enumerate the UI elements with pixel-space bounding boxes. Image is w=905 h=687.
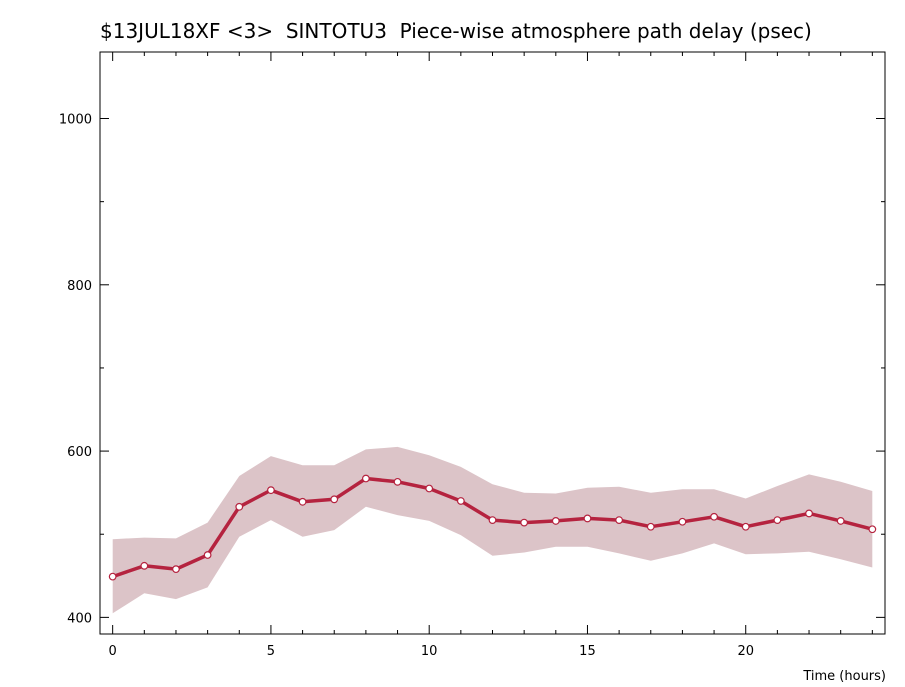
x-tick-label: 15	[579, 644, 596, 659]
data-point	[773, 516, 782, 524]
data-point-layer	[108, 474, 877, 581]
x-tick-label: 20	[737, 644, 754, 659]
data-point	[330, 495, 339, 504]
data-point	[298, 497, 307, 506]
data-point	[393, 477, 402, 486]
data-point	[361, 474, 370, 483]
data-point	[868, 525, 877, 534]
data-point	[646, 522, 655, 531]
data-point	[615, 516, 624, 524]
confidence-band-layer	[112, 446, 873, 614]
data-point	[520, 518, 529, 527]
x-axis-label: Time (hours)	[802, 669, 886, 684]
x-tick-label: 5	[267, 644, 275, 659]
y-tick-label: 800	[67, 279, 92, 294]
data-point	[267, 486, 275, 495]
y-tick-label: 1000	[59, 113, 92, 128]
data-point	[551, 517, 560, 525]
data-point	[172, 565, 180, 574]
data-point	[140, 561, 149, 570]
axis-layer: 0 5 10 15 20 400 600 800 1000	[59, 52, 885, 659]
data-point	[583, 514, 592, 523]
data-point	[678, 517, 687, 526]
data-point	[488, 516, 497, 524]
data-point	[805, 509, 813, 518]
uncertainty-band	[112, 446, 873, 614]
data-point	[425, 484, 434, 493]
y-tick-label: 600	[67, 445, 92, 460]
y-tick-label: 400	[67, 611, 92, 626]
x-tick-label: 10	[421, 644, 438, 659]
data-point	[456, 497, 465, 505]
data-point	[108, 572, 117, 581]
data-point	[235, 502, 244, 511]
data-point	[710, 512, 718, 521]
x-tick-label: 0	[109, 644, 117, 659]
data-point	[741, 522, 750, 531]
data-point	[203, 551, 212, 559]
data-point	[836, 517, 845, 525]
chart-title: $13JUL18XF <3> SINTOTU3 Piece-wise atmos…	[100, 19, 812, 43]
